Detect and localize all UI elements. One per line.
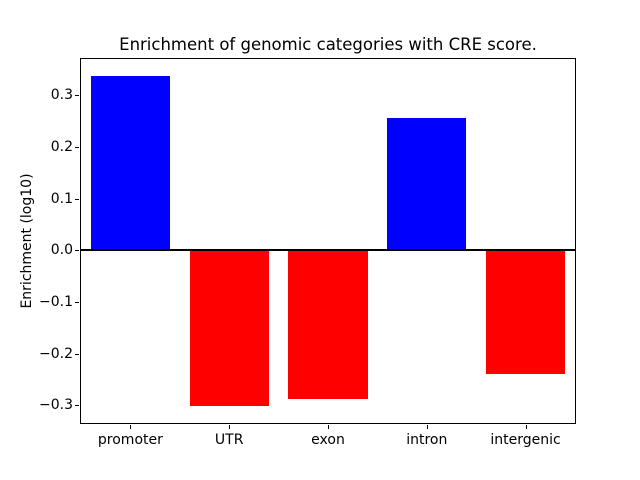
y-tick-label: 0.0: [50, 242, 73, 259]
x-tick-label-UTR: UTR: [214, 432, 244, 448]
zero-line: [81, 249, 575, 252]
y-tick-label: 0.3: [50, 87, 73, 104]
x-tick-intergenic: [525, 425, 527, 429]
y-tick: [75, 302, 79, 303]
x-tick-promoter: [130, 425, 132, 429]
x-tick-label-promoter: promoter: [97, 432, 163, 448]
bar-exon: [288, 250, 368, 400]
x-tick-label-exon: exon: [311, 432, 345, 448]
y-tick: [75, 353, 79, 355]
x-tick-intron: [426, 425, 428, 429]
y-tick: [75, 95, 79, 97]
bar-intergenic: [486, 250, 566, 374]
bar-promoter: [90, 75, 170, 251]
y-tick: [75, 250, 79, 252]
y-tick-label: −0.2: [39, 345, 73, 362]
y-tick: [75, 405, 79, 407]
y-tick-label: −0.1: [39, 294, 73, 310]
y-tick-label: 0.2: [50, 138, 73, 155]
y-tick-label: 0.1: [50, 190, 73, 207]
y-tick-label: −0.3: [39, 397, 73, 414]
x-tick-label-intron: intron: [406, 432, 448, 448]
x-tick-UTR: [229, 425, 231, 429]
chart-title: Enrichment of genomic categories with CR…: [119, 35, 537, 54]
plot-area: promoter UTR exon intron intergenic 0.3 0.2 0.1…: [39, 58, 576, 448]
bar-UTR: [189, 250, 269, 407]
bar-intron: [387, 117, 467, 251]
y-tick: [75, 146, 79, 148]
x-tick-label-intergenic: intergenic: [490, 432, 561, 448]
y-tick: [75, 198, 79, 200]
x-tick-exon: [328, 425, 329, 429]
y-axis-label: Enrichment (log10): [19, 173, 35, 309]
